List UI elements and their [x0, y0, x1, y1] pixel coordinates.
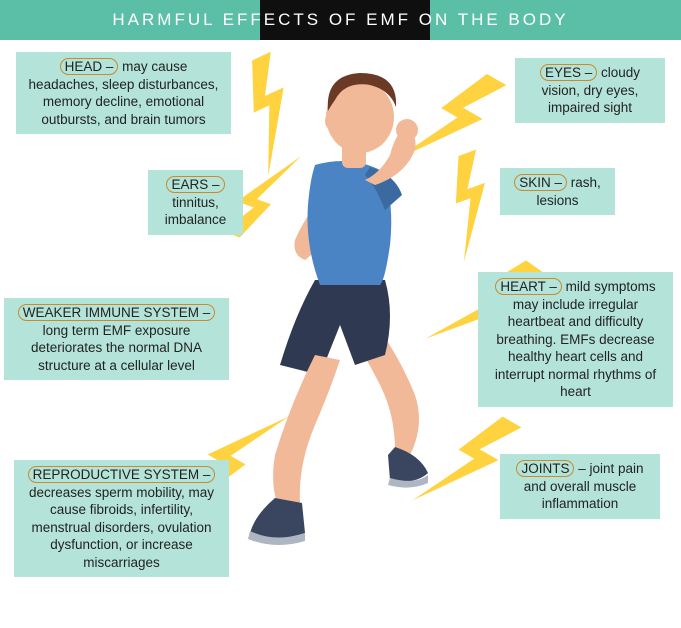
info-label-ears: EARS –: [166, 176, 224, 193]
running-figure: [220, 55, 470, 555]
info-text-immune: long term EMF exposure deteriorates the …: [31, 323, 202, 373]
info-label-eyes: EYES –: [540, 64, 597, 81]
info-box-immune: WEAKER IMMUNE SYSTEM – long term EMF exp…: [4, 298, 229, 380]
info-text-ears: tinnitus, imbalance: [165, 195, 227, 228]
info-box-joints: JOINTS – joint pain and overall muscle i…: [500, 454, 660, 519]
info-box-skin: SKIN – rash, lesions: [500, 168, 615, 215]
header: HARMFUL EFFECTS OF EMF ON THE BODY: [0, 0, 681, 40]
info-label-joints: JOINTS: [516, 460, 574, 477]
info-text-reproductive: decreases sperm mobility, may cause fibr…: [29, 485, 214, 570]
info-label-head: HEAD –: [60, 58, 119, 75]
info-box-heart: HEART – mild symptoms may include irregu…: [478, 272, 673, 407]
info-label-heart: HEART –: [495, 278, 562, 295]
info-text-heart: mild symptoms may include irregular hear…: [495, 279, 656, 399]
info-label-skin: SKIN –: [514, 174, 567, 191]
info-text-head: may cause headaches, sleep disturbances,…: [29, 59, 219, 127]
info-box-reproductive: REPRODUCTIVE SYSTEM – decreases sperm mo…: [14, 460, 229, 577]
info-label-reproductive: REPRODUCTIVE SYSTEM –: [28, 466, 216, 483]
info-box-head: HEAD – may cause headaches, sleep distur…: [16, 52, 231, 134]
info-box-eyes: EYES – cloudy vision, dry eyes, impaired…: [515, 58, 665, 123]
info-label-immune: WEAKER IMMUNE SYSTEM –: [18, 304, 216, 321]
page-title: HARMFUL EFFECTS OF EMF ON THE BODY: [112, 10, 568, 30]
